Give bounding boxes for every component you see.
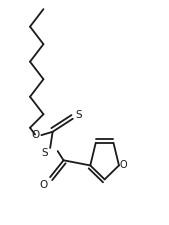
- Text: O: O: [39, 179, 47, 189]
- Text: S: S: [76, 109, 82, 119]
- Text: O: O: [119, 160, 127, 170]
- Text: O: O: [31, 130, 39, 140]
- Text: S: S: [41, 148, 48, 158]
